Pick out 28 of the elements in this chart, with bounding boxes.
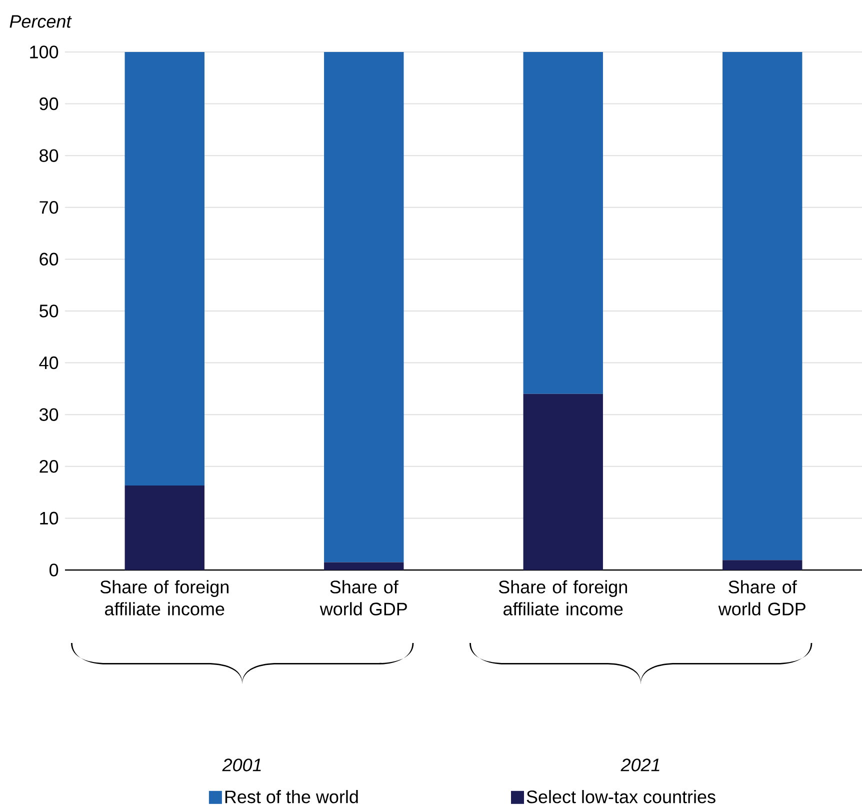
y-tick-label: 70 — [40, 201, 58, 214]
x-tick-label: Share of foreign affiliate income — [498, 580, 627, 616]
legend-label: Select low-tax countries — [526, 790, 716, 804]
y-tick-label: 60 — [40, 252, 58, 266]
legend-label: Rest of the world — [225, 790, 358, 804]
y-tick-label: 90 — [40, 97, 58, 110]
x-tick-label: Share of world GDP — [718, 580, 806, 616]
bar — [324, 52, 404, 562]
bar — [124, 486, 204, 570]
y-tick-label: 30 — [39, 408, 58, 421]
bar — [523, 52, 603, 394]
x-tick-label: Share of foreign affiliate income — [100, 580, 228, 616]
y-tick-label: 100 — [30, 46, 58, 58]
bar — [523, 394, 603, 570]
y-tick-label: 0 — [50, 564, 58, 576]
text: 2021 — [620, 758, 660, 772]
x-tick-label: Share of world GDP — [320, 580, 407, 616]
y-tick-label: 50 — [40, 304, 58, 318]
y-tick-label: 10 — [40, 512, 58, 525]
bar — [124, 52, 204, 486]
y-tick-label: 80 — [40, 149, 58, 162]
bar — [324, 562, 404, 570]
bar — [722, 52, 802, 560]
bar — [722, 560, 802, 570]
text: 2001 — [222, 758, 261, 772]
y-axis-title: Percent — [10, 15, 72, 28]
y-tick-label: 20 — [40, 460, 58, 473]
y-tick-label: 40 — [39, 356, 58, 370]
